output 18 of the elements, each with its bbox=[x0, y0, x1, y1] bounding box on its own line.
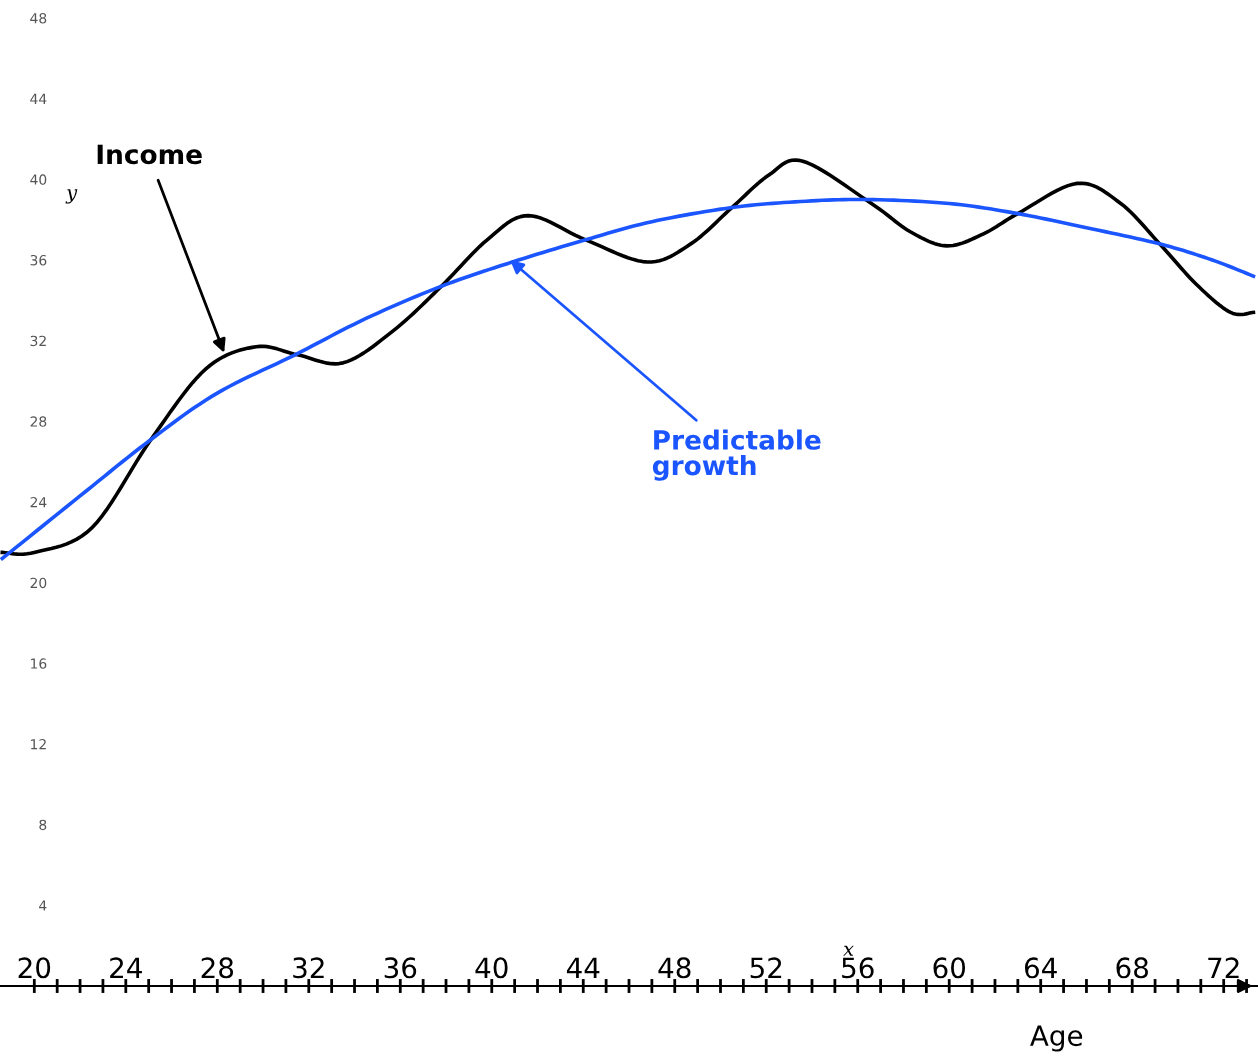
x-tick-label: 48 bbox=[658, 957, 691, 979]
x-tick-label: 28 bbox=[201, 957, 234, 979]
x-tick-label: 40 bbox=[475, 957, 508, 979]
annotation: Income bbox=[97, 144, 202, 165]
x-tick-label: 32 bbox=[293, 957, 324, 979]
x-tick-label: 72 bbox=[1208, 957, 1239, 978]
x-tick-label: 24 bbox=[110, 957, 142, 978]
x-tick-label: 44 bbox=[566, 957, 600, 978]
x-tick-label: 64 bbox=[1024, 957, 1057, 979]
y-axis-title: y bbox=[65, 189, 78, 204]
x-tick-label: 52 bbox=[750, 957, 782, 979]
x-axis-title: x bbox=[843, 945, 854, 956]
x-tick-label: 60 bbox=[933, 957, 966, 979]
x-tick-label: 68 bbox=[1116, 957, 1148, 979]
x-tick-label: 36 bbox=[384, 957, 417, 979]
text: Age bbox=[1030, 1025, 1083, 1052]
x-tick-label: 56 bbox=[842, 957, 874, 979]
annotation: Predictable growth bbox=[652, 429, 821, 481]
